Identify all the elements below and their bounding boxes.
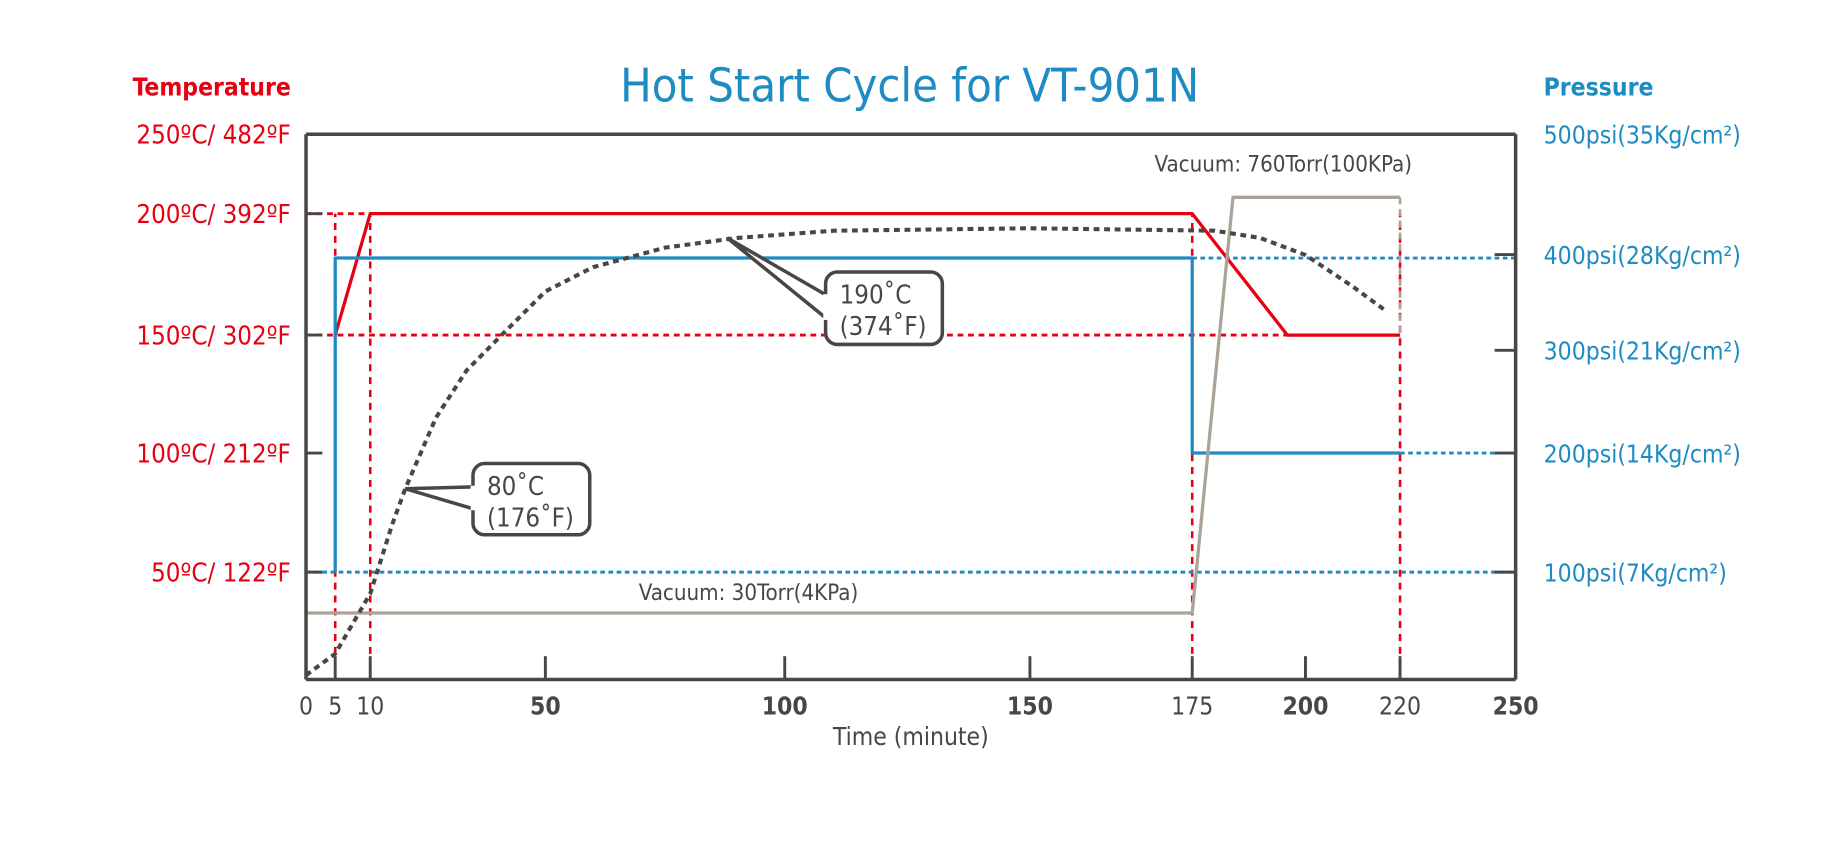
vacuum-high-label: Vacuum: 760Torr(100KPa) (1155, 152, 1413, 178)
callout-line2: (374˚F) (840, 312, 927, 342)
y-right-tick-label: 200psi(14Kg/cm²) (1544, 439, 1741, 468)
y-right-axis-title: Pressure (1544, 73, 1654, 102)
y-left-axis-title: Temperature (133, 73, 291, 102)
x-tick-label: 175 (1171, 692, 1213, 721)
callout-join (470, 485, 478, 511)
x-tick-label: 10 (356, 692, 384, 721)
y-right-tick-label: 500psi(35Kg/cm²) (1544, 121, 1741, 150)
x-axis-title: Time (minute) (832, 722, 989, 751)
series-material-temperature (304, 226, 1388, 677)
callout-callout-190: 190˚C(374˚F) (726, 236, 945, 347)
callout-callout-80: 80˚C(176˚F) (404, 461, 592, 537)
y-right-tick-label: 300psi(21Kg/cm²) (1544, 337, 1741, 366)
y-right-tick-label: 100psi(7Kg/cm²) (1544, 558, 1727, 587)
vacuum-low-label: Vacuum: 30Torr(4KPa) (639, 580, 858, 606)
y-left-tick-label: 250ºC/ 482ºF (136, 121, 290, 151)
y-left-tick-label: 50ºC/ 122ºF (151, 558, 291, 588)
callout-line1: 80˚C (487, 472, 544, 502)
series-temperature-setpoint (333, 212, 1401, 337)
y-left-tick-label: 100ºC/ 212ºF (136, 439, 290, 469)
x-tick-label: 250 (1493, 692, 1539, 721)
x-tick-label: 150 (1007, 692, 1053, 721)
x-tick-label: 50 (530, 692, 561, 721)
callout-line2: (176˚F) (487, 504, 574, 534)
callout-pointer (404, 485, 475, 511)
callout-line1: 190˚C (840, 281, 912, 311)
series-pressure (333, 256, 1401, 573)
y-left-tick-label: 200ºC/ 392ºF (136, 200, 290, 230)
y-right-tick-label: 400psi(28Kg/cm²) (1544, 241, 1741, 270)
x-tick-label: 220 (1379, 692, 1421, 721)
chart-title: Hot Start Cycle for VT-901N (620, 60, 1199, 114)
x-tick-label: 200 (1282, 692, 1328, 721)
callout-join (823, 294, 831, 320)
callout-pointer (726, 236, 828, 321)
y-left-tick-label: 150ºC/ 302ºF (136, 321, 290, 351)
x-tick-label: 5 (328, 692, 342, 721)
x-tick-label: 0 (299, 692, 313, 721)
series-vacuum (306, 195, 1401, 615)
x-tick-label: 100 (762, 692, 808, 721)
